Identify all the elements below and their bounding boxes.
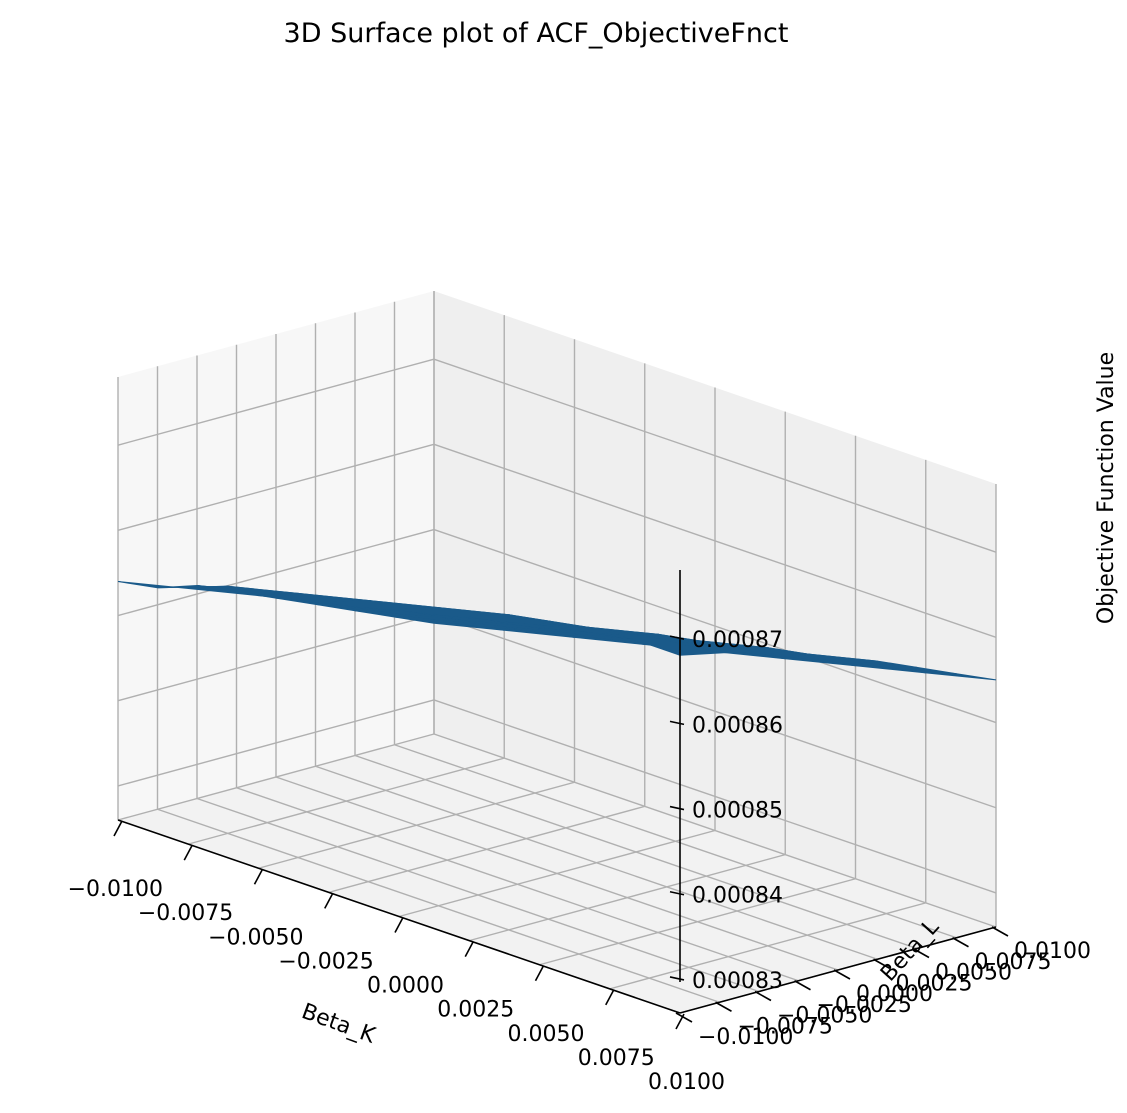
x-tick-label: 0.0025 xyxy=(437,998,514,1023)
x-tick-label: 0.0075 xyxy=(578,1046,655,1071)
y-tick-label: 0.0000 xyxy=(856,982,933,1007)
z-tick-label: 0.00086 xyxy=(692,713,783,738)
x-tick-mark xyxy=(183,844,193,861)
y-tick-mark xyxy=(873,958,890,969)
z-axis-label: Objective Function Value xyxy=(1094,352,1119,624)
y-grid-floor xyxy=(433,733,997,928)
z-tick-label: 0.00085 xyxy=(692,799,783,824)
y-tick-mark xyxy=(675,1012,693,1023)
x-tick-mark xyxy=(253,868,264,885)
x-tick-label: 0.0000 xyxy=(367,974,444,999)
y-tick-mark xyxy=(715,1001,732,1012)
z-grid-left xyxy=(117,614,435,702)
y-tick-mark xyxy=(952,937,969,948)
z-tick-label: 0.00084 xyxy=(692,884,783,909)
x-tick-mark xyxy=(464,941,474,958)
x-axis-label: Beta_K xyxy=(298,999,379,1049)
z-grid-left xyxy=(117,358,435,446)
y-tick-label: −0.0075 xyxy=(738,1014,833,1039)
z-grid-back xyxy=(433,614,997,809)
y-grid-floor xyxy=(236,787,799,982)
y-grid-floor xyxy=(157,808,720,1003)
z-grid-back xyxy=(433,699,997,894)
chart-title: 3D Surface plot of ACF_ObjectiveFnct xyxy=(284,18,789,49)
z-grid-back xyxy=(433,528,997,724)
x-tick-label: −0.0100 xyxy=(68,877,163,902)
y-grid-floor xyxy=(275,776,839,971)
z-tick-label: 0.00083 xyxy=(692,969,783,994)
y-grid-floor xyxy=(394,744,957,939)
z-grid-left xyxy=(117,699,435,787)
y-tick-label: 0.0025 xyxy=(896,971,973,996)
y-tick-mark xyxy=(912,947,930,959)
z-grid-left xyxy=(117,443,435,532)
y-tick-label: 0.0050 xyxy=(935,961,1012,986)
axes-panes xyxy=(118,291,996,1013)
y-grid-floor xyxy=(315,765,878,960)
x-tick-mark xyxy=(324,892,334,909)
z-grid-left xyxy=(117,528,435,617)
x-tick-label: −0.0050 xyxy=(208,925,303,950)
y-tick-mark xyxy=(833,969,851,980)
z-grid-back xyxy=(433,358,997,553)
x-tick-mark xyxy=(605,989,615,1006)
y-axis-line xyxy=(679,926,997,1014)
y-tick-mark xyxy=(754,990,772,1002)
z-tick-mark xyxy=(669,805,685,811)
x-tick-label: −0.0075 xyxy=(138,901,233,926)
x-axis-line xyxy=(117,819,681,1014)
z-tick-mark xyxy=(669,720,685,726)
z-tick-mark xyxy=(669,890,685,896)
y-tick-label: −0.0025 xyxy=(817,993,912,1018)
x-tick-label: −0.0025 xyxy=(278,949,373,974)
y-tick-mark xyxy=(991,926,1009,937)
z-tick-mark xyxy=(669,635,685,640)
y-tick-mark xyxy=(794,980,811,991)
surface-plot xyxy=(117,581,997,681)
x-tick-mark xyxy=(394,917,404,933)
z-tick-label: 0.00087 xyxy=(692,628,783,653)
y-grid-floor xyxy=(354,754,918,950)
y-tick-label: −0.0050 xyxy=(777,1004,872,1029)
y-tick-label: −0.0100 xyxy=(698,1025,793,1050)
y-tick-label: 0.0100 xyxy=(1014,939,1091,964)
tick-labels: −0.0100−0.0075−0.0050−0.00250.00000.0025… xyxy=(68,628,1091,1095)
x-tick-mark xyxy=(113,820,123,837)
x-tick-label: 0.0050 xyxy=(508,1022,585,1047)
x-tick-label: 0.0100 xyxy=(648,1070,725,1095)
z-grid-back xyxy=(433,443,997,639)
y-tick-label: 0.0075 xyxy=(975,950,1052,975)
surface-facet xyxy=(609,630,720,656)
y-grid-floor xyxy=(196,797,760,993)
z-tick-mark xyxy=(669,976,685,981)
x-tick-mark xyxy=(534,965,545,982)
